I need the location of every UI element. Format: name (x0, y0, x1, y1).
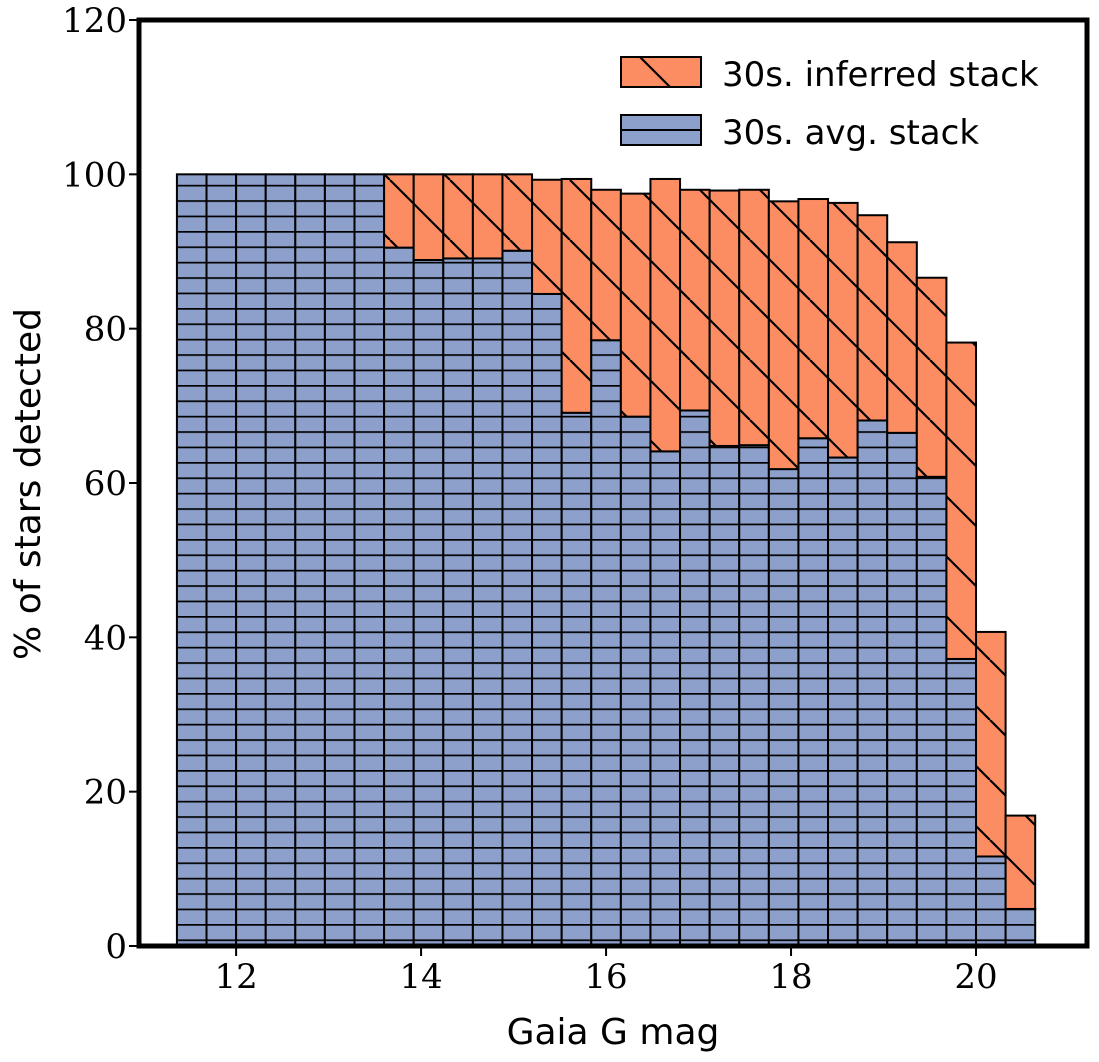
bar-inferred-stack (649, 177, 682, 453)
x-tick-label: 18 (769, 957, 812, 997)
bar-inferred-stack (738, 188, 770, 447)
bar-avg-stack (679, 409, 711, 948)
x-tick-label: 14 (399, 957, 442, 997)
bar-avg-stack (383, 246, 415, 947)
y-tick-label: 40 (84, 618, 127, 658)
y-axis-title: % of stars detected (8, 308, 49, 660)
bar-avg-stack (708, 444, 741, 947)
ticks-layer: 12 14 16 18 20 0 20 40 60 80 100 120 (62, 1, 998, 997)
legend-swatch-inferred (620, 56, 702, 88)
legend-swatch-inferred-hatch (639, 56, 671, 88)
bar-avg-stack (353, 173, 386, 948)
y-tick-label: 120 (62, 1, 127, 41)
bar-avg-stack (235, 173, 267, 948)
bar-inferred-stack (886, 241, 918, 434)
bar-avg-stack (471, 257, 504, 947)
bar-avg-stack (412, 258, 445, 947)
bar-avg-stack (915, 475, 948, 947)
bar-avg-stack (738, 444, 770, 947)
bar-inferred-stack (975, 630, 1007, 858)
bar-inferred-stack (856, 214, 889, 422)
bar-inferred-stack (560, 177, 593, 414)
bar-inferred-stack (767, 200, 800, 471)
bar-avg-stack (945, 657, 978, 947)
y-tick-label: 0 (105, 927, 127, 967)
bar-inferred-stack (915, 276, 948, 478)
bar-avg-stack (501, 249, 534, 947)
bar-avg-stack (975, 855, 1007, 948)
bar-avg-stack (619, 415, 652, 947)
bar-inferred-stack (590, 188, 622, 342)
x-axis-title: Gaia G mag (507, 1012, 720, 1053)
y-tick-label: 100 (62, 155, 127, 195)
bar-inferred-stack (471, 173, 504, 260)
bar-inferred-stack (383, 173, 415, 249)
y-tick-label: 20 (84, 773, 127, 813)
bar-inferred-stack (827, 201, 859, 459)
legend-label-avg: 30s. avg. stack (722, 113, 979, 153)
y-tick-label: 60 (84, 464, 127, 504)
bar-avg-stack (767, 468, 800, 947)
bar-avg-stack (797, 437, 830, 947)
bar-inferred-stack (531, 178, 563, 295)
legend: 30s. inferred stack 30s. avg. stack (620, 55, 1039, 153)
bar-inferred-stack (945, 341, 978, 660)
bar-inferred-stack (442, 173, 474, 260)
y-tick-label: 80 (84, 310, 127, 350)
bar-inferred-stack (708, 189, 741, 447)
bar-avg-stack (649, 450, 682, 947)
bar-inferred-stack (501, 173, 534, 252)
x-tick-label: 20 (954, 957, 997, 997)
bar-inferred-stack (619, 192, 652, 418)
bar-inferred-stack (1004, 814, 1037, 910)
bar-avg-stack (323, 173, 356, 948)
bar-inferred-stack (412, 173, 445, 261)
bar-inferred-stack (679, 188, 711, 412)
bar-avg-stack (1004, 907, 1037, 948)
bar-avg-stack (886, 431, 918, 947)
legend-label-inferred: 30s. inferred stack (722, 55, 1039, 95)
bars-layer (175, 173, 1037, 948)
bar-inferred-stack (797, 198, 830, 440)
bar-avg-stack (590, 339, 622, 948)
x-tick-label: 16 (584, 957, 627, 997)
bar-avg-stack (175, 173, 208, 948)
x-tick-label: 12 (214, 957, 257, 997)
bar-avg-stack (294, 173, 326, 948)
bar-avg-stack (205, 173, 238, 948)
bar-avg-stack (442, 257, 474, 947)
bar-avg-stack (264, 173, 297, 948)
bar-avg-stack (856, 419, 889, 947)
bar-avg-stack (531, 292, 563, 948)
bar-avg-stack (560, 411, 593, 947)
bar-avg-stack (827, 456, 859, 947)
